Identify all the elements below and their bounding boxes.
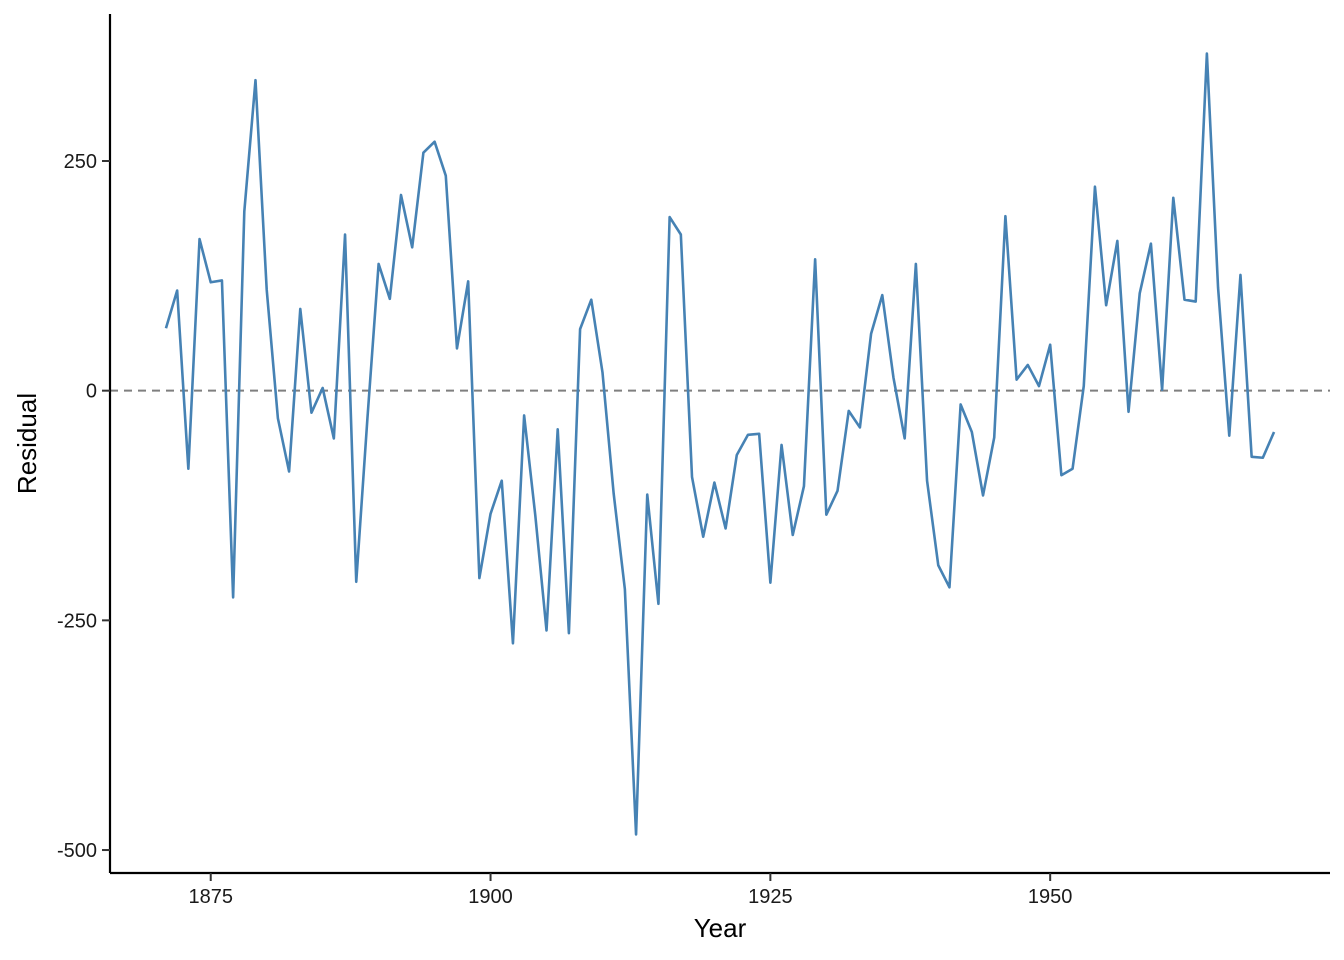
y-tick-label: -500 — [57, 840, 97, 862]
y-axis-title: Residual — [12, 393, 42, 494]
axes: 1875 1900 1925 1950 -500 -250 0 250 — [57, 14, 1330, 908]
plot-area — [110, 52, 1330, 836]
residual-series-line — [164, 52, 1276, 836]
x-axis-title: Year — [694, 913, 747, 943]
x-tick-label: 1900 — [468, 886, 513, 908]
x-tick-label: 1925 — [748, 886, 793, 908]
x-tick-label: 1950 — [1028, 886, 1073, 908]
y-tick-label: 250 — [64, 151, 97, 173]
y-tick-label: 0 — [86, 381, 97, 403]
y-tick-label: -250 — [57, 610, 97, 632]
x-tick-label: 1875 — [188, 886, 233, 908]
